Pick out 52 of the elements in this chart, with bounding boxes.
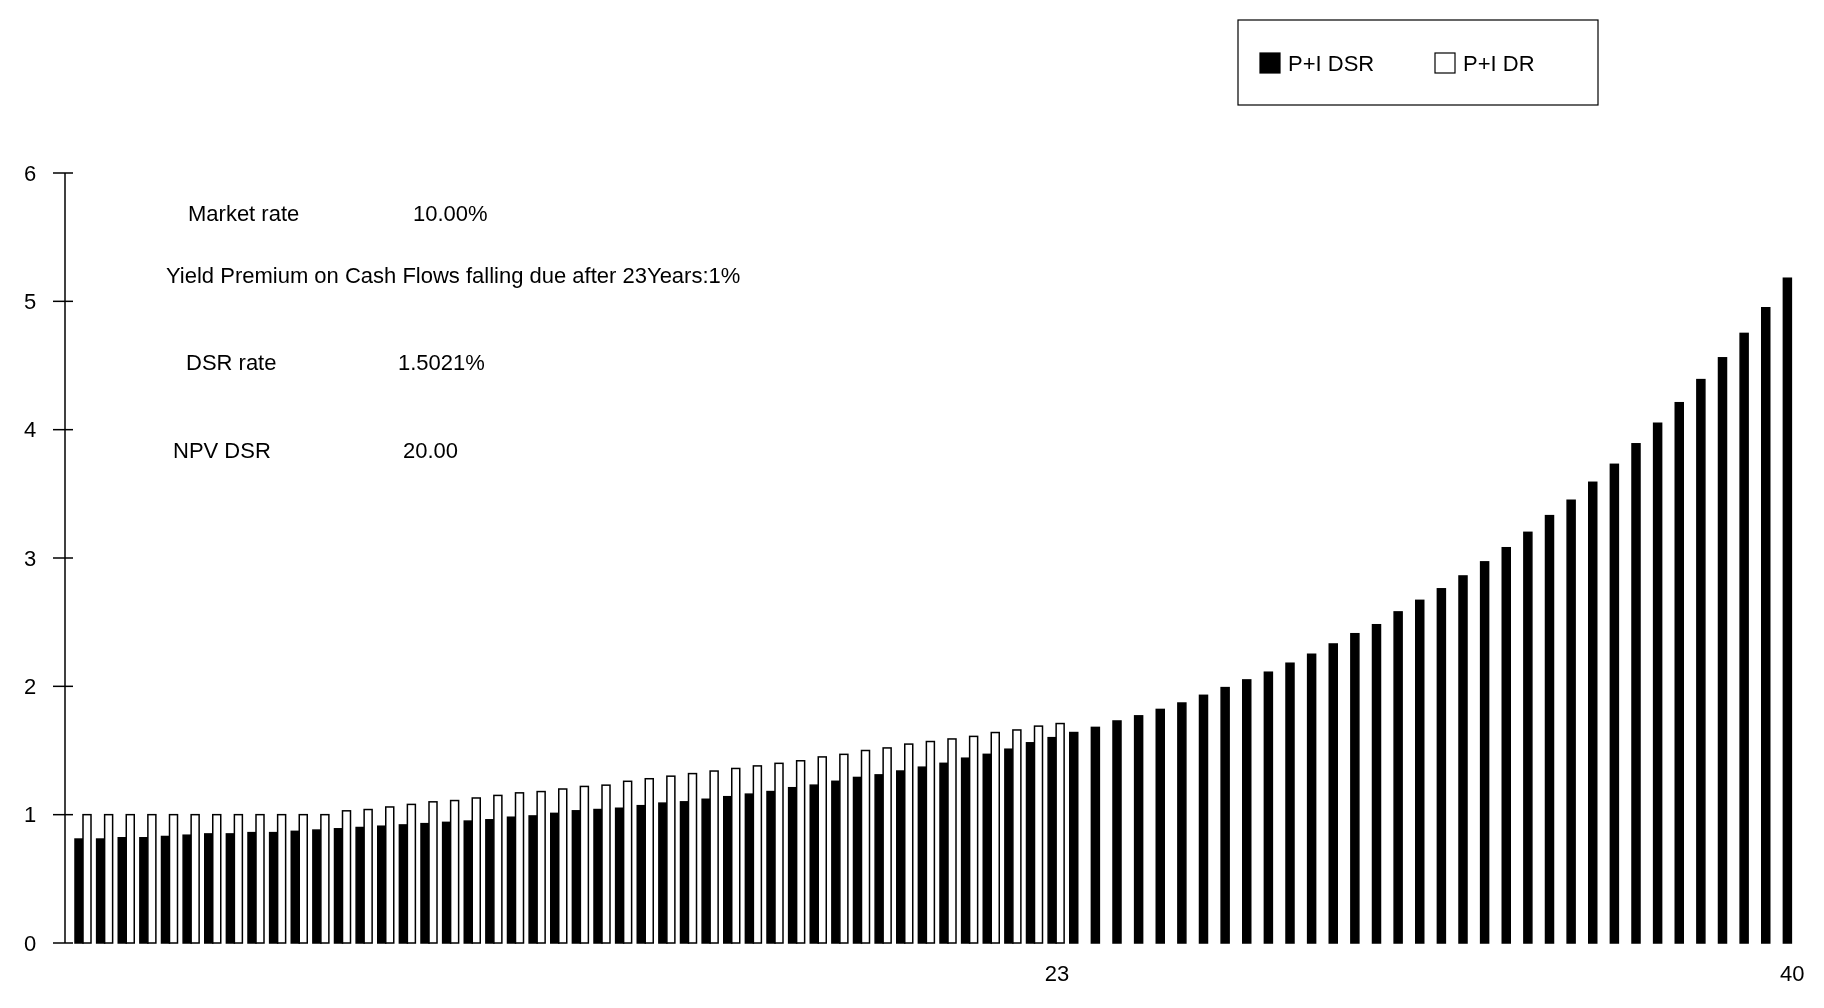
bar — [1112, 720, 1122, 944]
annotation: 1.5021% — [398, 350, 485, 375]
bar — [1696, 378, 1706, 944]
bar — [1436, 588, 1447, 944]
annotation: Yield Premium on Cash Flows falling due after 23Years:1% — [166, 263, 741, 288]
y-tick-label: 1 — [23, 802, 37, 828]
bar — [1415, 599, 1425, 944]
bar — [1220, 686, 1230, 944]
bar — [1285, 662, 1295, 944]
annotation: 10.00% — [413, 201, 488, 226]
bar — [1566, 499, 1576, 944]
bar — [1717, 357, 1728, 944]
bar — [1501, 546, 1511, 944]
bar — [1306, 653, 1317, 944]
bar — [1674, 401, 1684, 944]
bar — [1177, 702, 1187, 944]
bar — [1090, 726, 1101, 944]
bar — [1155, 708, 1165, 944]
y-tick-label: 4 — [23, 417, 37, 443]
bar — [1069, 731, 1079, 944]
bar — [1523, 531, 1533, 944]
annotation: NPV DSR — [173, 438, 271, 463]
bar — [1263, 671, 1274, 944]
legend-label: P+I DR — [1463, 51, 1535, 76]
bar — [1631, 443, 1641, 944]
bar — [1588, 481, 1598, 944]
y-tick-label: 3 — [23, 545, 37, 571]
bar — [1133, 715, 1144, 944]
bar — [1761, 307, 1771, 944]
y-tick-label: 6 — [23, 160, 37, 186]
y-tick-label: 2 — [23, 674, 37, 700]
bar — [1479, 561, 1490, 944]
bar — [1652, 422, 1663, 944]
bar — [1544, 514, 1555, 944]
bar — [1242, 679, 1252, 944]
bar — [1371, 623, 1382, 944]
annotation: DSR rate — [186, 350, 277, 375]
y-tick-label: 0 — [23, 930, 37, 956]
bar — [1609, 463, 1620, 944]
x-tick-label: 23 — [1044, 961, 1070, 986]
annotation: 20.00 — [403, 438, 459, 463]
bar — [1198, 694, 1209, 944]
bar — [1393, 611, 1403, 944]
bar — [1739, 332, 1749, 944]
bar — [1350, 632, 1360, 944]
bar — [1328, 643, 1338, 944]
y-tick-label: 5 — [23, 289, 37, 315]
bar — [1458, 575, 1468, 944]
x-tick-label: 40 — [1779, 961, 1805, 986]
legend-label: P+I DSR — [1288, 51, 1375, 76]
bar — [1782, 277, 1793, 944]
annotation: Market rate — [188, 201, 300, 226]
